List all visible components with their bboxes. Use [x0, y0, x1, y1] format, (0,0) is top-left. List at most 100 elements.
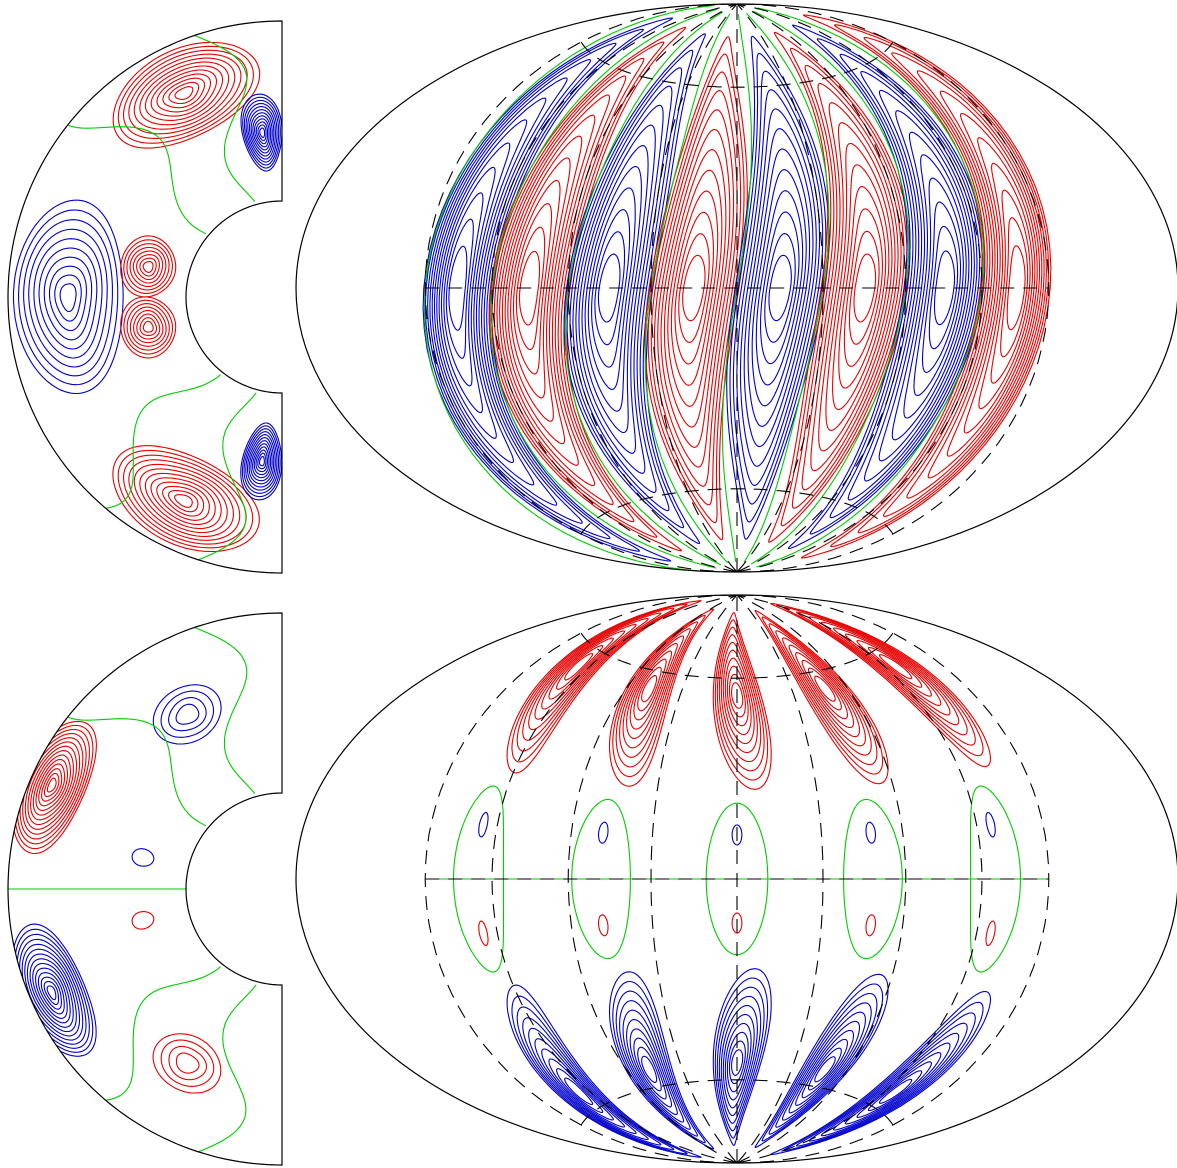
contour-line	[38, 763, 66, 807]
contour-line	[48, 265, 87, 332]
contour-line	[814, 1056, 836, 1083]
contour-line	[511, 603, 688, 763]
contour-line	[46, 777, 57, 793]
zero-contour	[198, 984, 257, 1153]
contour-line	[556, 645, 604, 690]
contour-line	[152, 1033, 222, 1094]
contour-line	[259, 127, 266, 138]
contour-line	[946, 112, 1038, 457]
contour-line	[626, 642, 678, 739]
contour-line	[254, 118, 270, 148]
contour-line	[133, 309, 164, 344]
contour-line	[629, 650, 673, 730]
contour-line	[24, 948, 81, 1037]
contour-line	[59, 283, 77, 313]
contour-line	[422, 17, 674, 562]
contour-line	[800, 14, 1052, 559]
contour-line	[608, 608, 715, 787]
contour-line	[245, 102, 278, 163]
contour-line	[726, 665, 749, 727]
contour-line	[728, 1040, 746, 1085]
contour-line	[160, 690, 215, 738]
contour-line	[117, 449, 254, 549]
contour-line	[129, 306, 167, 347]
contour-line	[775, 630, 872, 756]
contour-line	[142, 320, 154, 333]
contour-line	[641, 1055, 658, 1083]
contour-line	[810, 102, 899, 472]
contour-line	[795, 652, 855, 729]
contour-line	[54, 274, 82, 322]
contour-line	[522, 1017, 662, 1146]
contour-line	[144, 65, 224, 121]
contour-line	[781, 637, 866, 747]
contour-line	[796, 611, 976, 746]
contour-line	[131, 848, 155, 867]
contour-line	[123, 299, 174, 355]
contour-line	[258, 455, 265, 467]
contour-line	[257, 124, 267, 142]
contour-line	[175, 703, 200, 725]
section-outline	[7, 20, 283, 574]
contour-line	[722, 649, 755, 745]
contour-line	[622, 635, 685, 749]
contour-line	[122, 49, 248, 139]
contour-line	[644, 36, 748, 541]
contour-line	[123, 239, 173, 294]
contour-line	[541, 630, 626, 710]
contour-line	[578, 124, 656, 454]
contour-line	[768, 254, 792, 322]
contour-line	[29, 958, 74, 1028]
contour-line	[927, 90, 1041, 479]
contour-line	[245, 431, 278, 491]
section-outline	[7, 612, 283, 1166]
contour-line	[129, 246, 167, 288]
contour-line	[731, 682, 744, 709]
contour-line	[120, 235, 177, 298]
contour-line	[718, 995, 762, 1124]
zero-contour	[198, 392, 257, 561]
contour-line	[556, 1068, 604, 1113]
contour-line	[913, 177, 964, 397]
contour-line	[243, 99, 280, 166]
contour-line	[563, 33, 706, 545]
contour-line	[46, 985, 57, 1001]
contour-line	[24, 741, 81, 830]
contour-line	[162, 77, 206, 109]
contour-line	[257, 452, 267, 470]
contour-line	[445, 218, 474, 359]
contour-line	[174, 494, 193, 508]
contour-line	[761, 983, 884, 1142]
contour-line	[240, 93, 282, 172]
contour-line	[716, 626, 765, 772]
contour-line	[35, 967, 68, 1019]
contour-line	[28, 228, 108, 368]
contour-line	[246, 434, 276, 488]
contour-line	[21, 943, 84, 1041]
contour-line	[478, 811, 489, 838]
bottom-surface-map	[295, 594, 1177, 1164]
contour-line	[714, 619, 769, 781]
contour-line	[626, 1019, 678, 1116]
contour-line	[35, 758, 69, 811]
zero-contour	[194, 626, 256, 794]
contour-line	[724, 1022, 752, 1101]
contour-line	[241, 425, 281, 498]
parallel-line	[580, 488, 894, 535]
contour-line	[243, 428, 280, 494]
bottom-meridional-section	[7, 612, 283, 1166]
contour-line	[541, 1048, 626, 1128]
contour-line	[801, 83, 902, 491]
contour-line	[768, 992, 878, 1135]
contour-line	[32, 962, 71, 1024]
contour-line	[856, 640, 932, 697]
contour-line	[528, 1027, 649, 1141]
contour-line	[761, 616, 884, 775]
map-outline	[295, 3, 1177, 573]
contour-line	[534, 623, 637, 720]
contour-line	[770, 602, 992, 768]
contour-line	[168, 490, 199, 513]
contour-line	[506, 984, 702, 1158]
contour-line	[736, 89, 821, 486]
contour-line	[534, 1038, 637, 1135]
